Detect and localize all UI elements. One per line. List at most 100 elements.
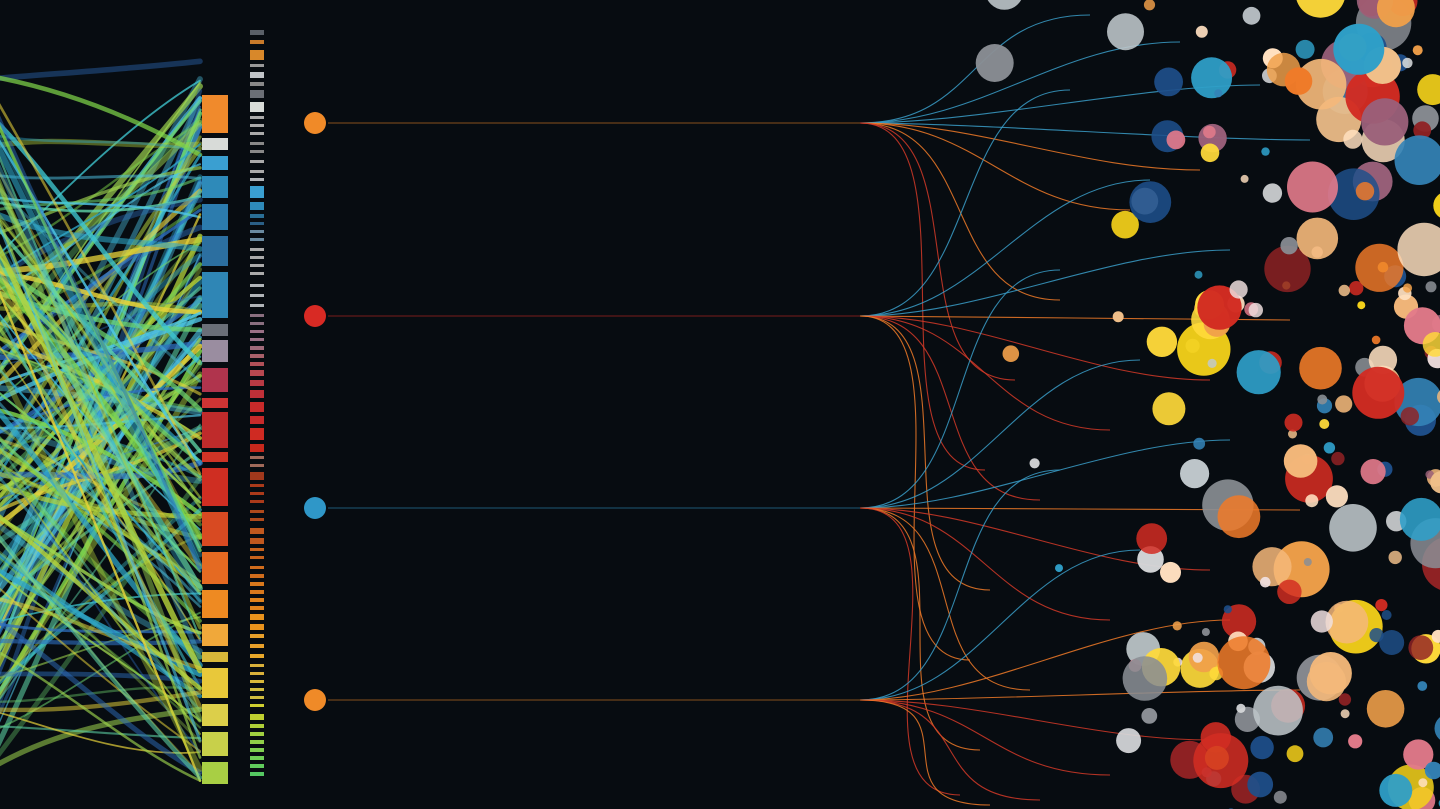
category-bar [250, 380, 264, 386]
category-bar [250, 30, 264, 35]
category-bar [250, 654, 264, 658]
category-bar [250, 456, 264, 459]
category-bar [250, 102, 264, 112]
category-bar [202, 95, 228, 133]
category-bar [250, 582, 264, 586]
scatter-dot [1249, 303, 1263, 317]
scatter-dot [1154, 68, 1183, 97]
scatter-dot [1403, 283, 1412, 292]
scatter-dot [1030, 458, 1040, 468]
category-bar [202, 652, 228, 662]
category-bar [202, 156, 228, 170]
hub-node [304, 112, 326, 134]
scatter-dot [1408, 635, 1433, 660]
scatter-dot [1147, 327, 1177, 357]
scatter-dot [1237, 350, 1281, 394]
category-bar [250, 362, 264, 366]
category-bar [250, 314, 264, 317]
scatter-dot [1348, 734, 1362, 748]
scatter-dot [1208, 359, 1217, 368]
scatter-dot [1136, 523, 1167, 554]
scatter-dot [1191, 57, 1232, 98]
category-bar [250, 272, 264, 275]
scatter-dot [1426, 281, 1437, 292]
category-bar [250, 132, 264, 135]
category-bar [250, 50, 264, 60]
category-bar [250, 416, 264, 424]
scatter-dot [1280, 237, 1297, 254]
category-bar [250, 556, 264, 559]
scatter-dot [1326, 485, 1348, 507]
category-bar [250, 338, 264, 341]
category-bar [250, 72, 264, 78]
scatter-dot [1277, 580, 1301, 604]
scatter-dot [1217, 636, 1270, 689]
scatter-dot [1343, 130, 1362, 149]
category-bar [250, 590, 264, 594]
category-bar [250, 484, 264, 487]
category-bar [250, 756, 264, 760]
edge-curve [860, 508, 1030, 690]
category-bar [250, 672, 264, 675]
category-bar [250, 472, 264, 480]
edge-curve [860, 270, 1060, 508]
category-bar [250, 444, 264, 452]
edge-curve [860, 123, 1200, 170]
category-bar [250, 688, 264, 691]
scatter-dot [1218, 495, 1261, 538]
scatter-dot [1193, 438, 1205, 450]
category-bar [250, 538, 264, 544]
scatter-dot [1361, 459, 1386, 484]
scatter-dot [1372, 336, 1381, 345]
hub-layer [304, 112, 326, 711]
category-bar [250, 330, 264, 333]
category-bar [250, 150, 264, 153]
scatter-dot [1401, 407, 1419, 425]
category-bar [250, 714, 264, 720]
category-bar [250, 322, 264, 325]
category-bar [250, 294, 264, 297]
category-bar [250, 428, 264, 440]
category-bar [202, 468, 228, 506]
scatter-dot [1123, 656, 1168, 701]
category-bar [250, 142, 264, 145]
category-bar [250, 740, 264, 744]
category-bar [250, 178, 264, 181]
edge-curve [860, 180, 1150, 316]
scatter-dot [1287, 745, 1304, 762]
category-bar [202, 452, 228, 462]
category-bar [250, 598, 264, 602]
category-bar [250, 238, 264, 241]
scatter-dot [1295, 0, 1345, 18]
scatter-dot [1263, 183, 1282, 202]
edge-curve [860, 123, 1015, 380]
scatter-dot [1224, 605, 1232, 613]
category-bar [202, 624, 228, 646]
category-bar [202, 512, 228, 546]
scatter-dot [1107, 13, 1144, 50]
category-bar [250, 346, 264, 350]
category-bar [250, 510, 264, 513]
edge-curve [860, 316, 990, 590]
scatter-dot [1367, 690, 1405, 728]
category-bar [250, 248, 264, 251]
scatter-dot [1287, 162, 1338, 213]
category-bar [250, 732, 264, 736]
scatter-dot [1356, 182, 1374, 200]
category-bars-primary [202, 95, 228, 784]
category-bar [202, 590, 228, 618]
scatter-dot [1375, 599, 1387, 611]
category-bar [250, 82, 264, 86]
category-bar [250, 548, 264, 551]
category-bar [202, 412, 228, 448]
category-bar [250, 402, 264, 412]
edge-curve [860, 123, 1060, 300]
category-bar [250, 624, 264, 630]
scatter-dot [1193, 653, 1203, 663]
scatter-dot [976, 44, 1014, 82]
scatter-dot [1389, 551, 1402, 564]
category-bar [250, 214, 264, 218]
scatter-dot [1339, 693, 1351, 705]
category-bar [250, 464, 264, 467]
scatter-dot [1352, 367, 1404, 419]
